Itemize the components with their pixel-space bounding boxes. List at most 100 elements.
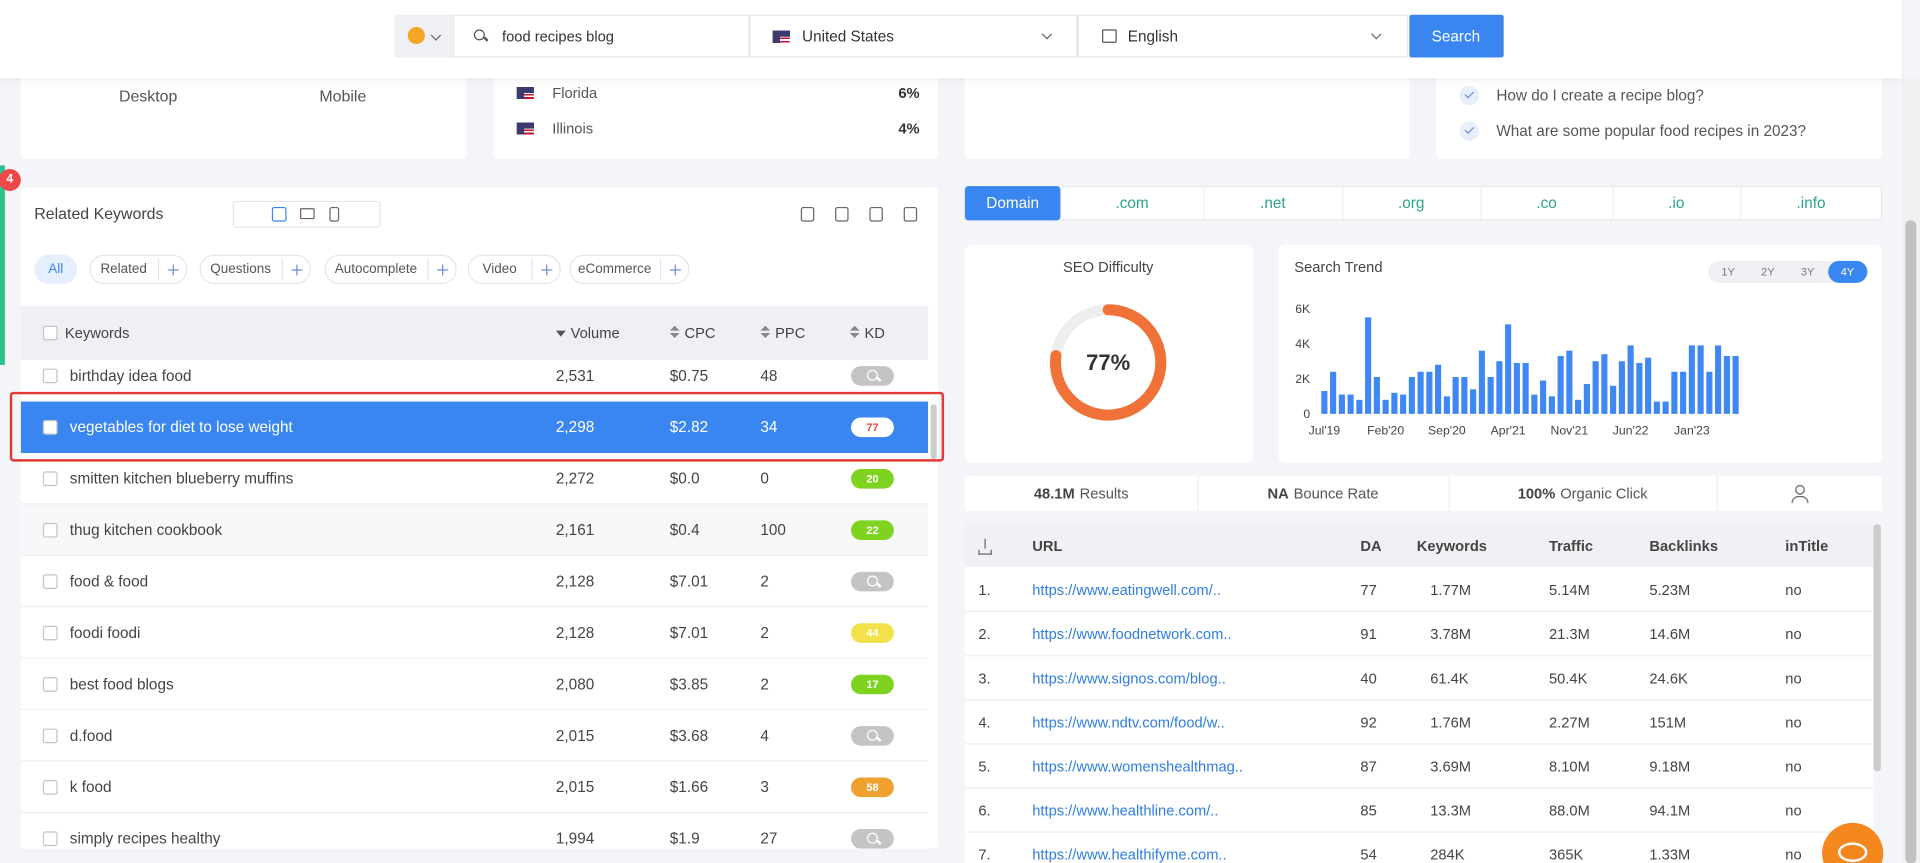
domain-tab[interactable] — [1612, 186, 1740, 221]
question[interactable]: What are some popular food recipes in 20… — [1496, 122, 1807, 140]
filter-chip[interactable] — [324, 254, 457, 285]
country-select[interactable] — [749, 14, 1078, 58]
kd-pill[interactable] — [851, 674, 894, 695]
keyword-row[interactable] — [20, 555, 929, 608]
column-header[interactable]: Volume — [570, 324, 620, 342]
checkbox[interactable] — [42, 780, 58, 795]
keyword-row[interactable] — [20, 761, 929, 814]
domain-tab-label[interactable]: .io — [1668, 194, 1685, 212]
keyword-row[interactable] — [20, 360, 929, 402]
keyword[interactable]: thug kitchen cookbook — [69, 521, 223, 539]
domain-tab[interactable] — [1342, 186, 1480, 221]
search-button-label[interactable]: Search — [1431, 28, 1481, 46]
keyword[interactable]: smitten kitchen blueberry muffins — [69, 470, 294, 488]
toolbar-icon[interactable] — [835, 206, 849, 222]
column-header[interactable]: PPC — [775, 324, 806, 342]
range-active[interactable] — [1827, 260, 1868, 283]
cpc: $7.01 — [669, 573, 709, 591]
desktop-icon[interactable] — [300, 208, 315, 220]
serp-url[interactable]: https://www.healthline.com/.. — [1032, 802, 1219, 820]
kd-pill[interactable] — [851, 417, 894, 438]
filter-label[interactable]: eCommerce — [578, 262, 652, 277]
keyword-row[interactable] — [20, 504, 929, 556]
kd-pill[interactable] — [851, 468, 894, 489]
domain-tab-label[interactable]: .org — [1398, 194, 1425, 212]
domain-tab[interactable] — [1060, 186, 1203, 221]
keyword-row[interactable] — [20, 813, 929, 849]
domain-tab-label[interactable]: .co — [1536, 194, 1557, 212]
toolbar-icon[interactable] — [869, 206, 883, 222]
filter-chip[interactable] — [467, 254, 561, 285]
serp-url[interactable]: https://www.ndtv.com/food/w.. — [1032, 713, 1225, 732]
kd-pill[interactable] — [851, 623, 894, 643]
domain-tab-label[interactable]: .net — [1260, 194, 1286, 212]
keyword[interactable]: simply recipes healthy — [69, 830, 221, 848]
kd-pill[interactable] — [851, 520, 894, 541]
search-button[interactable] — [1409, 14, 1504, 58]
keyword[interactable]: food & food — [69, 573, 149, 591]
mobile-icon[interactable] — [329, 206, 340, 222]
filter-label[interactable]: Video — [482, 262, 517, 277]
filter-chip[interactable] — [199, 254, 312, 285]
serp-url[interactable]: https://www.womenshealthmag.. — [1032, 757, 1243, 776]
language-select[interactable] — [1077, 14, 1409, 58]
column-header[interactable]: KD — [864, 324, 885, 342]
filter-label[interactable]: All — [48, 262, 64, 277]
domain-tab[interactable] — [964, 186, 1061, 221]
checkbox[interactable] — [42, 471, 58, 487]
serp-url[interactable]: https://www.foodnetwork.com.. — [1032, 625, 1232, 643]
keyword[interactable]: vegetables for diet to lose weight — [69, 418, 293, 436]
keyword-row[interactable] — [20, 401, 929, 454]
checkbox[interactable] — [42, 368, 58, 384]
serp-url[interactable]: https://www.healthifyme.com.. — [1032, 846, 1227, 863]
page-scroll-thumb — [1905, 220, 1917, 863]
checkbox[interactable] — [42, 325, 58, 341]
checkbox[interactable] — [42, 522, 58, 538]
query-text[interactable]: food recipes blog — [502, 28, 614, 46]
keyword[interactable]: d.food — [69, 727, 113, 745]
filter-chip[interactable] — [569, 254, 690, 285]
keyword-row[interactable] — [20, 607, 929, 659]
toolbar-icon[interactable] — [903, 206, 918, 222]
checkbox[interactable] — [42, 831, 58, 847]
filter-label[interactable]: Autocomplete — [334, 262, 418, 277]
checkbox[interactable] — [42, 677, 58, 692]
filter-chip[interactable] — [89, 254, 188, 285]
domain-tab[interactable] — [1480, 186, 1612, 221]
range-button[interactable]: 4Y — [1840, 265, 1855, 278]
checkbox[interactable] — [42, 574, 58, 589]
range-button[interactable]: 2Y — [1761, 265, 1775, 278]
keyword[interactable]: best food blogs — [69, 675, 174, 694]
serp-url[interactable]: https://www.signos.com/blog.. — [1032, 669, 1226, 687]
keyword[interactable]: foodi foodi — [69, 624, 141, 642]
domain-tab-label[interactable]: Domain — [986, 194, 1040, 212]
filter-chip[interactable] — [34, 254, 78, 285]
view-all-icon[interactable] — [271, 206, 287, 222]
domain-tab[interactable] — [1740, 186, 1882, 221]
range-button[interactable]: 1Y — [1721, 265, 1735, 278]
toolbar-icon[interactable] — [800, 206, 815, 222]
serp-url[interactable]: https://www.eatingwell.com/.. — [1032, 581, 1221, 599]
column-header[interactable]: CPC — [684, 324, 716, 342]
checkbox[interactable] — [42, 625, 58, 641]
keyword[interactable]: birthday idea food — [69, 367, 192, 385]
bar — [1618, 361, 1625, 414]
domain-tab[interactable] — [1203, 186, 1342, 221]
keyword-row[interactable] — [20, 658, 929, 711]
kd-pill[interactable] — [851, 777, 894, 798]
user-head[interactable] — [1795, 484, 1805, 495]
keyword-row[interactable] — [20, 710, 929, 762]
checkbox[interactable] — [42, 420, 58, 435]
filter-label[interactable]: Questions — [210, 262, 271, 277]
domain-tab-label[interactable]: .com — [1115, 194, 1149, 212]
filter-label[interactable]: Related — [100, 262, 147, 277]
query-input[interactable] — [453, 14, 750, 58]
range-button[interactable]: 3Y — [1800, 265, 1815, 278]
domain-tab-label[interactable]: .info — [1796, 194, 1826, 212]
question[interactable]: How do I create a recipe blog? — [1496, 86, 1704, 105]
checkbox[interactable] — [42, 728, 58, 744]
download-icon[interactable] — [978, 549, 992, 555]
ppc: 2 — [760, 624, 769, 642]
keyword[interactable]: k food — [69, 778, 112, 796]
